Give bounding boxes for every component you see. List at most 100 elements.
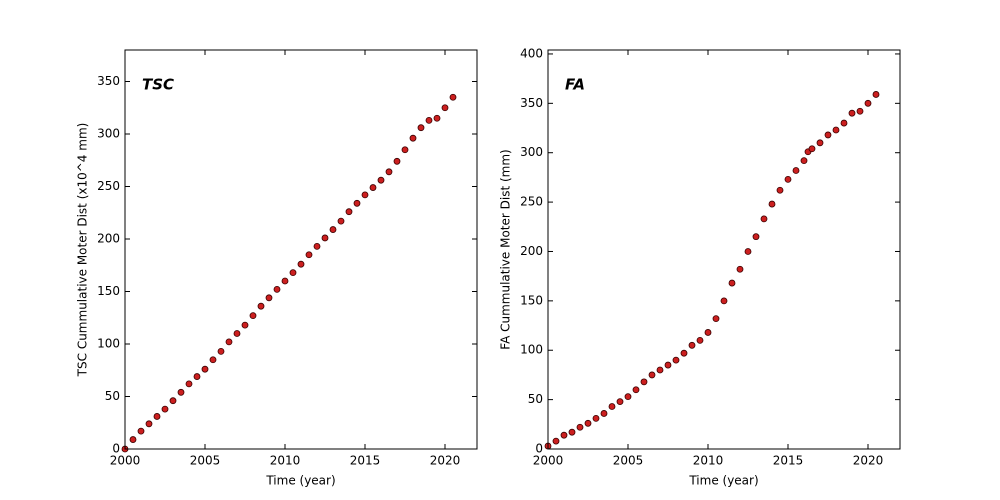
- y-tick-label: 250: [520, 195, 543, 209]
- x-tick-label: 2015: [350, 454, 381, 468]
- x-tick-label: 2010: [270, 454, 301, 468]
- data-point: [560, 431, 568, 439]
- y-tick-label: 200: [520, 244, 543, 258]
- data-point: [161, 405, 169, 413]
- data-point: [257, 302, 265, 310]
- data-point: [704, 329, 712, 336]
- x-tick-label: 2010: [693, 454, 724, 468]
- data-point: [361, 191, 369, 199]
- data-point: [792, 167, 800, 174]
- data-point: [696, 336, 704, 344]
- y-tick-label: 0: [112, 442, 120, 456]
- data-point: [600, 410, 608, 417]
- data-point: [225, 338, 233, 346]
- data-point: [688, 341, 696, 349]
- data-point: [840, 119, 848, 127]
- y-tick-label: 400: [520, 46, 543, 60]
- data-point: [784, 175, 792, 183]
- data-point: [129, 436, 137, 443]
- data-point: [353, 199, 361, 207]
- data-point: [385, 168, 393, 176]
- data-point: [648, 371, 656, 379]
- y-tick-label: 300: [97, 127, 120, 141]
- data-point: [145, 420, 153, 428]
- data-point: [712, 315, 720, 323]
- data-point: [297, 260, 305, 268]
- y-axis-label: FA Cummulative Moter Dist (mm): [499, 149, 513, 349]
- data-point: [337, 217, 345, 225]
- data-point: [137, 427, 145, 435]
- x-tick-label: 2015: [773, 454, 804, 468]
- annotation: TSC: [142, 76, 174, 94]
- data-point: [584, 419, 592, 427]
- data-point: [313, 242, 321, 250]
- data-point: [329, 226, 337, 233]
- data-point: [736, 265, 744, 273]
- data-point: [808, 145, 816, 153]
- data-point: [640, 378, 648, 386]
- data-point: [824, 131, 832, 139]
- data-point: [856, 107, 864, 115]
- y-tick-label: 100: [97, 337, 120, 351]
- data-point: [864, 99, 872, 107]
- data-point: [800, 157, 808, 165]
- data-point: [632, 386, 640, 394]
- data-point: [720, 297, 728, 305]
- x-tick-label: 2020: [853, 454, 884, 468]
- data-point: [241, 321, 249, 329]
- data-point: [872, 91, 880, 98]
- data-point: [393, 157, 401, 165]
- data-point: [848, 109, 856, 117]
- y-tick-label: 150: [97, 284, 120, 298]
- x-tick-label: 2005: [190, 454, 221, 468]
- data-point: [177, 388, 185, 396]
- data-point: [417, 124, 425, 132]
- annotation: FA: [565, 76, 585, 94]
- data-point: [592, 414, 600, 422]
- data-point: [552, 437, 560, 445]
- data-point: [752, 233, 760, 241]
- y-tick-label: 50: [105, 389, 120, 403]
- y-tick-label: 300: [520, 145, 543, 159]
- data-point: [744, 248, 752, 255]
- data-point: [273, 285, 281, 293]
- data-point: [321, 234, 329, 242]
- data-point: [345, 208, 353, 216]
- data-point: [305, 251, 313, 259]
- data-point: [289, 269, 297, 277]
- data-point: [449, 93, 457, 101]
- x-axis-label: Time (year): [265, 474, 335, 488]
- data-point: [441, 104, 449, 112]
- data-point: [369, 184, 377, 191]
- data-point: [185, 380, 193, 388]
- x-tick-label: 2000: [110, 454, 141, 468]
- data-point: [816, 139, 824, 147]
- axes-frame: [124, 49, 478, 450]
- data-point: [680, 349, 688, 357]
- y-tick-label: 200: [97, 232, 120, 246]
- y-tick-label: 50: [528, 392, 543, 406]
- data-point: [377, 176, 385, 184]
- data-point: [425, 116, 433, 124]
- data-point: [193, 373, 201, 380]
- data-point: [281, 277, 289, 285]
- data-point: [249, 312, 257, 320]
- data-point: [768, 200, 776, 208]
- y-axis-label: TSC Cummulative Moter Dist (x10^4 mm): [76, 123, 90, 378]
- x-tick-label: 2000: [533, 454, 564, 468]
- data-point: [153, 413, 161, 420]
- y-tick-label: 150: [520, 293, 543, 307]
- data-point: [409, 134, 417, 142]
- data-point: [616, 398, 624, 405]
- x-axis-label: Time (year): [688, 474, 758, 488]
- data-point: [433, 114, 441, 122]
- x-tick-label: 2020: [430, 454, 461, 468]
- data-point: [656, 366, 664, 374]
- data-point: [760, 215, 768, 223]
- data-point: [624, 393, 632, 401]
- data-point: [169, 397, 177, 405]
- data-point: [832, 126, 840, 134]
- data-point: [576, 423, 584, 431]
- data-point: [776, 186, 784, 194]
